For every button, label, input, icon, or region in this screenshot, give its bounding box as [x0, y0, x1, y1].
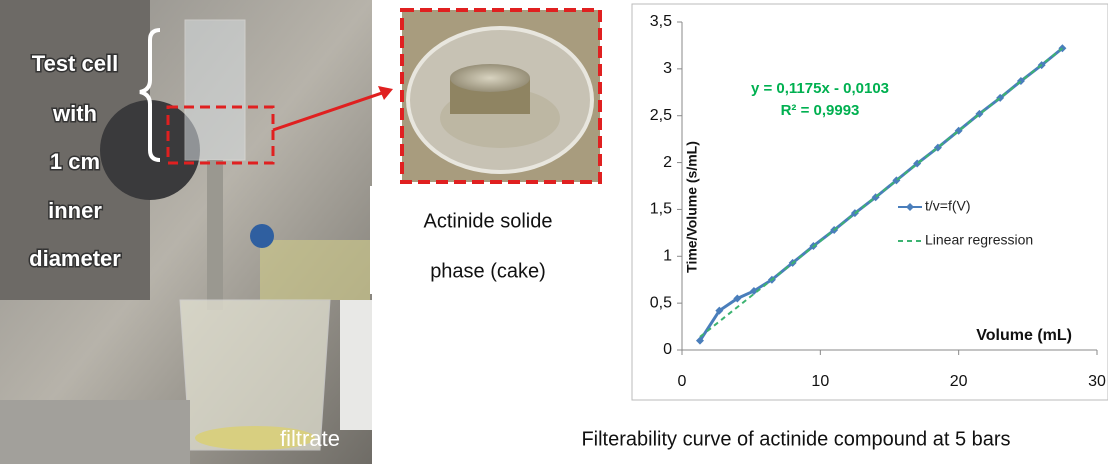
- data-point: [733, 294, 742, 303]
- cell-label: inner: [48, 198, 102, 223]
- y-tick-label: 0,5: [650, 294, 672, 311]
- photo: Test cell with 1 cm inner diameter filtr…: [0, 0, 393, 464]
- cell-label: 1 cm: [50, 149, 100, 174]
- x-tick-label: 20: [950, 373, 968, 390]
- legend-label: Linear regression: [925, 232, 1033, 248]
- inset: Actinide solide phase (cake): [370, 8, 602, 294]
- legend-marker: [906, 203, 914, 211]
- y-tick-label: 0: [663, 341, 672, 358]
- x-tick-label: 30: [1088, 373, 1106, 390]
- y-tick-label: 3: [663, 60, 672, 77]
- y-tick-label: 2: [663, 154, 672, 171]
- x-tick-label: 0: [678, 373, 687, 390]
- cell-label: Test cell: [32, 51, 118, 76]
- x-tick-label: 10: [811, 373, 829, 390]
- data-point: [749, 286, 758, 295]
- beaker-label: filtrate: [280, 426, 340, 451]
- inset-caption: Actinide solide: [424, 210, 553, 232]
- y-tick-label: 1,5: [650, 201, 672, 218]
- data-point: [695, 336, 704, 345]
- y-tick-label: 2,5: [650, 107, 672, 124]
- inset-caption: phase (cake): [430, 260, 546, 282]
- x-axis-title: Volume (mL): [976, 327, 1072, 344]
- y-tick-label: 3,5: [650, 13, 672, 30]
- cell-label: with: [52, 101, 97, 126]
- y-axis-title: Time/Volume (s/mL): [684, 141, 700, 273]
- cell-label: diameter: [29, 246, 121, 271]
- caption: Filterability curve of actinide compound…: [581, 428, 1010, 450]
- legend-label: t/v=f(V): [925, 198, 971, 214]
- chart: 0 0,5 1 1,5 2 2,5 3 3,5 0 10 20 30 Volume (mL) Time/V…: [650, 13, 1106, 390]
- y-tick-label: 1: [663, 248, 672, 265]
- annotation: R² = 0,9993: [781, 102, 860, 119]
- data-point: [715, 306, 724, 315]
- annotation: y = 0,1175x - 0,0103: [751, 80, 889, 97]
